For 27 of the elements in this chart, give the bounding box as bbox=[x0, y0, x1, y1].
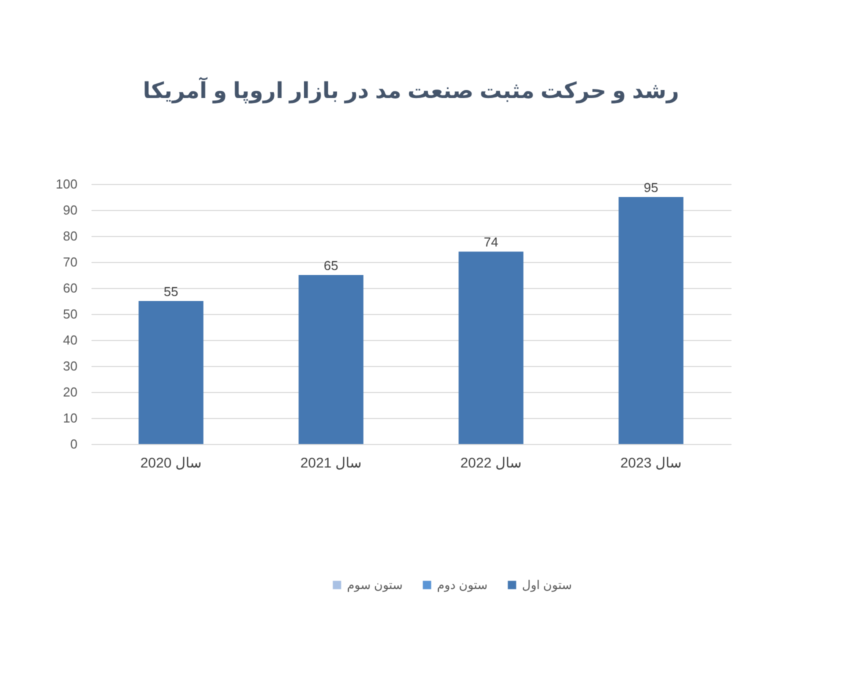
x-tick-label: سال 2020 bbox=[140, 454, 202, 470]
data-label: 95 bbox=[644, 180, 658, 195]
y-tick-label: 40 bbox=[63, 332, 78, 348]
x-tick-label: سال 2021 bbox=[300, 454, 362, 470]
y-tick-label: 90 bbox=[63, 202, 78, 218]
legend-label: ستون اول bbox=[522, 578, 572, 592]
bar bbox=[298, 275, 364, 444]
x-tick-label: سال 2023 bbox=[620, 454, 682, 470]
data-label: 55 bbox=[164, 284, 178, 299]
data-label: 65 bbox=[324, 258, 338, 273]
bar bbox=[458, 252, 524, 444]
bar bbox=[618, 197, 684, 444]
y-tick-label: 80 bbox=[63, 228, 78, 244]
legend-label: ستون سوم bbox=[347, 578, 403, 592]
y-tick-label: 70 bbox=[63, 254, 78, 270]
x-tick-label: سال 2022 bbox=[460, 454, 522, 470]
y-tick-label: 20 bbox=[63, 384, 78, 400]
y-tick-label: 10 bbox=[63, 410, 78, 426]
bar bbox=[138, 301, 204, 444]
y-tick-label: 0 bbox=[70, 436, 78, 452]
y-tick-label: 60 bbox=[63, 280, 78, 296]
y-tick-label: 50 bbox=[63, 306, 78, 322]
legend-label: ستون دوم bbox=[437, 578, 488, 592]
y-tick-label: 100 bbox=[56, 176, 78, 192]
y-tick-label: 30 bbox=[63, 358, 78, 374]
chart-title: رشد و حرکت مثبت صنعت مد در بازار اروپا و آمریکا bbox=[142, 77, 680, 104]
data-label: 74 bbox=[484, 234, 498, 250]
